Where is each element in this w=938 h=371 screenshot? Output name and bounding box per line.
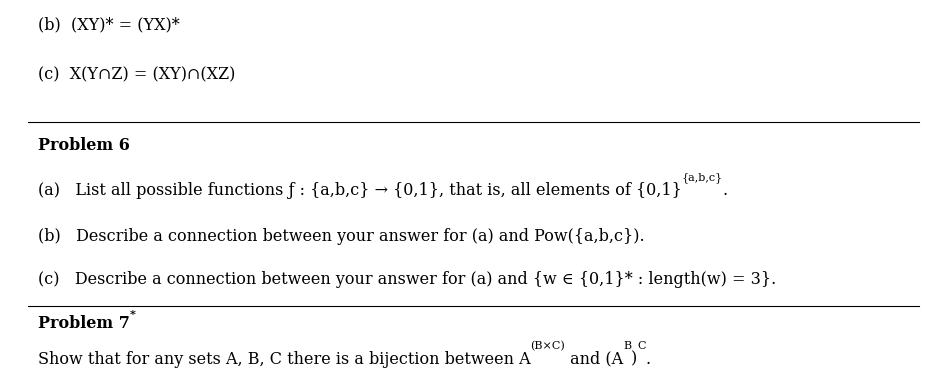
Text: {a,b,c}: {a,b,c} (681, 173, 722, 183)
Text: Problem 7: Problem 7 (38, 315, 129, 332)
Text: ): ) (631, 351, 638, 368)
Text: Problem 6: Problem 6 (38, 137, 129, 154)
Text: (c)   Describe a connection between your answer for (a) and {w ∈ {0,1}* : length: (c) Describe a connection between your a… (38, 271, 776, 288)
Text: {a,b,c}: {a,b,c} (681, 173, 722, 183)
Text: (b)  (XY)* = (YX)*: (b) (XY)* = (YX)* (38, 17, 179, 34)
Text: and (A: and (A (565, 351, 623, 368)
Text: C: C (638, 341, 646, 351)
Text: *: * (129, 309, 135, 320)
Text: (a)   List all possible functions ƒ : {a,b,c} → {0,1}, that is, all elements of : (a) List all possible functions ƒ : {a,b… (38, 182, 681, 199)
Text: (B×C): (B×C) (530, 341, 565, 352)
Text: (b)   Describe a connection between your answer for (a) and Pow({a,b,c}).: (b) Describe a connection between your a… (38, 228, 644, 245)
Text: Show that for any sets A, B, C there is a bijection between A: Show that for any sets A, B, C there is … (38, 351, 530, 368)
Text: (c)  X(Y∩Z) = (XY)∩(XZ): (c) X(Y∩Z) = (XY)∩(XZ) (38, 67, 234, 84)
Text: .: . (722, 182, 728, 199)
Text: .: . (646, 351, 651, 368)
Text: B: B (623, 341, 631, 351)
Text: (a)   List all possible functions ƒ : {a,b,c} → {0,1}, that is, all elements of : (a) List all possible functions ƒ : {a,b… (38, 182, 681, 199)
